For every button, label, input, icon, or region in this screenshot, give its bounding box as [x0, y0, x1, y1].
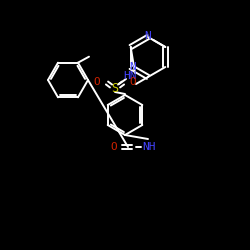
- Text: S: S: [112, 82, 118, 94]
- Text: HN: HN: [123, 71, 137, 81]
- Text: O: O: [110, 142, 117, 152]
- Text: N: N: [129, 62, 136, 72]
- Text: O: O: [130, 77, 136, 87]
- Text: O: O: [94, 77, 100, 87]
- Text: N: N: [144, 31, 152, 41]
- Text: NH: NH: [142, 142, 156, 152]
